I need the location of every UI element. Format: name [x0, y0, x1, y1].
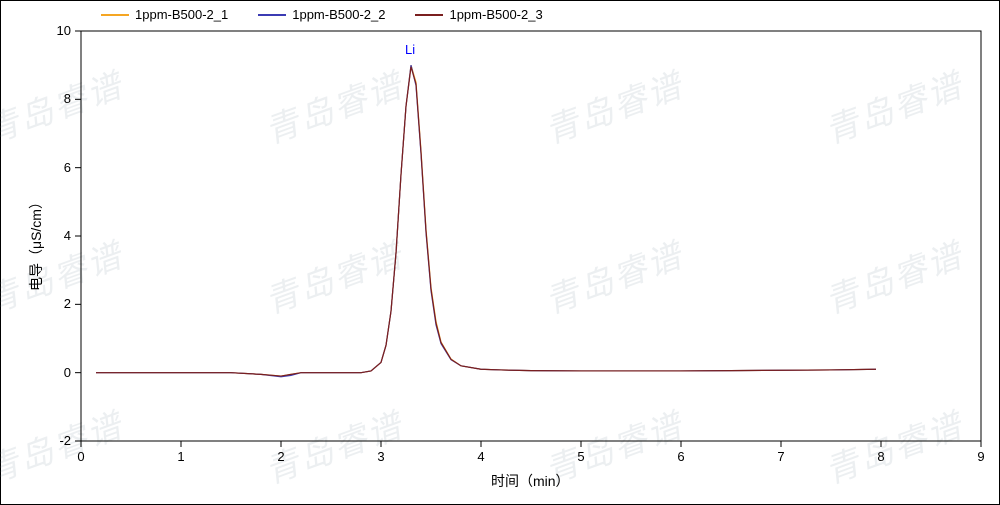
series-line	[96, 65, 876, 377]
x-tick-label: 3	[371, 449, 391, 464]
x-tick-label: 7	[771, 449, 791, 464]
y-tick-label: 2	[41, 296, 71, 311]
chart-container: 青岛睿谱青岛睿谱青岛睿谱青岛睿谱青岛睿谱青岛睿谱青岛睿谱青岛睿谱青岛睿谱青岛睿谱…	[0, 0, 1000, 505]
y-tick-label: 10	[41, 23, 71, 38]
plot-svg	[1, 1, 1000, 505]
y-tick-label: 8	[41, 91, 71, 106]
x-tick-label: 5	[571, 449, 591, 464]
x-tick-label: 6	[671, 449, 691, 464]
x-tick-label: 2	[271, 449, 291, 464]
y-tick-label: 0	[41, 365, 71, 380]
series-line	[96, 65, 876, 376]
y-tick-label: 4	[41, 228, 71, 243]
x-tick-label: 9	[971, 449, 991, 464]
y-tick-label: 6	[41, 160, 71, 175]
x-tick-label: 1	[171, 449, 191, 464]
x-tick-label: 8	[871, 449, 891, 464]
series-line	[96, 67, 876, 376]
y-tick-label: -2	[41, 433, 71, 448]
x-tick-label: 0	[71, 449, 91, 464]
x-tick-label: 4	[471, 449, 491, 464]
